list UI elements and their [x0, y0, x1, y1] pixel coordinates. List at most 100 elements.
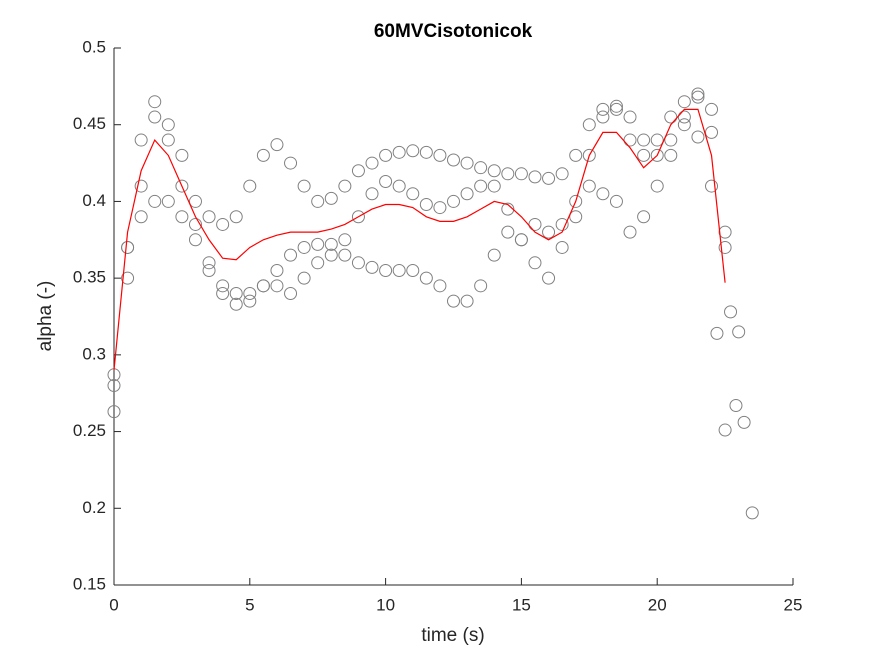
x-axis-title: time (s) [421, 625, 484, 646]
data-point [691, 87, 705, 101]
data-point [582, 148, 596, 162]
data-point [677, 95, 691, 109]
y-tick-label: 0.35 [73, 268, 106, 287]
data-point [460, 156, 474, 170]
data-point [569, 210, 583, 224]
data-point [555, 167, 569, 181]
data-point [691, 90, 705, 104]
x-tick-label: 15 [512, 595, 531, 614]
data-point [202, 256, 216, 270]
data-point [351, 210, 365, 224]
data-point [514, 167, 528, 181]
data-point [338, 248, 352, 262]
data-point [175, 179, 189, 193]
data-point [270, 279, 284, 293]
data-point [637, 210, 651, 224]
data-point [284, 286, 298, 300]
data-point [311, 194, 325, 208]
data-point [705, 102, 719, 116]
data-point [243, 294, 257, 308]
data-point [216, 217, 230, 231]
data-point [161, 133, 175, 147]
chart-title: 60MVCisotonicok [374, 21, 533, 42]
data-point [637, 133, 651, 147]
data-point [433, 201, 447, 215]
data-point [161, 194, 175, 208]
data-point [107, 405, 121, 419]
data-point [718, 240, 732, 254]
data-point [460, 187, 474, 201]
data-point [487, 179, 501, 193]
x-tick-label: 5 [245, 595, 254, 614]
data-point [216, 286, 230, 300]
data-point [555, 217, 569, 231]
data-point [148, 110, 162, 124]
data-point [134, 133, 148, 147]
data-point [718, 423, 732, 437]
data-point [365, 260, 379, 274]
data-point [121, 240, 135, 254]
data-point [582, 179, 596, 193]
data-point [623, 225, 637, 239]
data-point [745, 506, 759, 520]
data-point [419, 145, 433, 159]
data-point [596, 110, 610, 124]
data-point [270, 138, 284, 152]
data-point [202, 210, 216, 224]
data-point [501, 225, 515, 239]
data-point [487, 248, 501, 262]
data-point [447, 294, 460, 308]
data-point [243, 179, 257, 193]
data-point [609, 99, 623, 113]
data-point [596, 187, 610, 201]
y-tick-label: 0.45 [73, 114, 106, 133]
x-tick-label: 25 [784, 595, 803, 614]
data-point [729, 398, 743, 412]
data-point [474, 161, 488, 175]
data-point [406, 144, 420, 158]
data-point [324, 191, 338, 205]
data-point [447, 153, 460, 167]
data-point [284, 248, 298, 262]
y-tick-label: 0.3 [82, 344, 106, 363]
data-point [609, 102, 623, 116]
data-point [542, 271, 556, 285]
data-point [311, 256, 325, 270]
data-point [256, 279, 270, 293]
x-tick-label: 10 [376, 595, 395, 614]
x-tick-label: 20 [648, 595, 667, 614]
y-tick-label: 0.15 [73, 574, 106, 593]
y-tick-label: 0.5 [82, 37, 106, 56]
data-point [710, 326, 724, 340]
y-tick-label: 0.25 [73, 421, 106, 440]
data-point [324, 237, 338, 251]
data-point [664, 133, 678, 147]
data-point [297, 240, 311, 254]
data-point [528, 256, 542, 270]
data-point [229, 297, 243, 311]
data-point [256, 148, 270, 162]
data-point [311, 237, 325, 251]
data-point [528, 170, 542, 184]
data-point [392, 145, 406, 159]
y-axis-title: alpha (-) [35, 281, 56, 352]
data-point [501, 202, 515, 216]
data-point [582, 118, 596, 132]
data-point [677, 118, 691, 132]
data-point [134, 210, 148, 224]
data-point [351, 256, 365, 270]
data-point [202, 263, 216, 277]
y-tick-label: 0.2 [82, 498, 106, 517]
data-point [705, 179, 719, 193]
data-point [161, 118, 175, 132]
data-point [229, 286, 243, 300]
data-point [433, 279, 447, 293]
data-point [324, 248, 338, 262]
data-point [229, 210, 243, 224]
data-point [365, 187, 379, 201]
data-point [737, 415, 751, 429]
data-point [379, 148, 393, 162]
data-point [270, 263, 284, 277]
data-point [514, 233, 528, 247]
